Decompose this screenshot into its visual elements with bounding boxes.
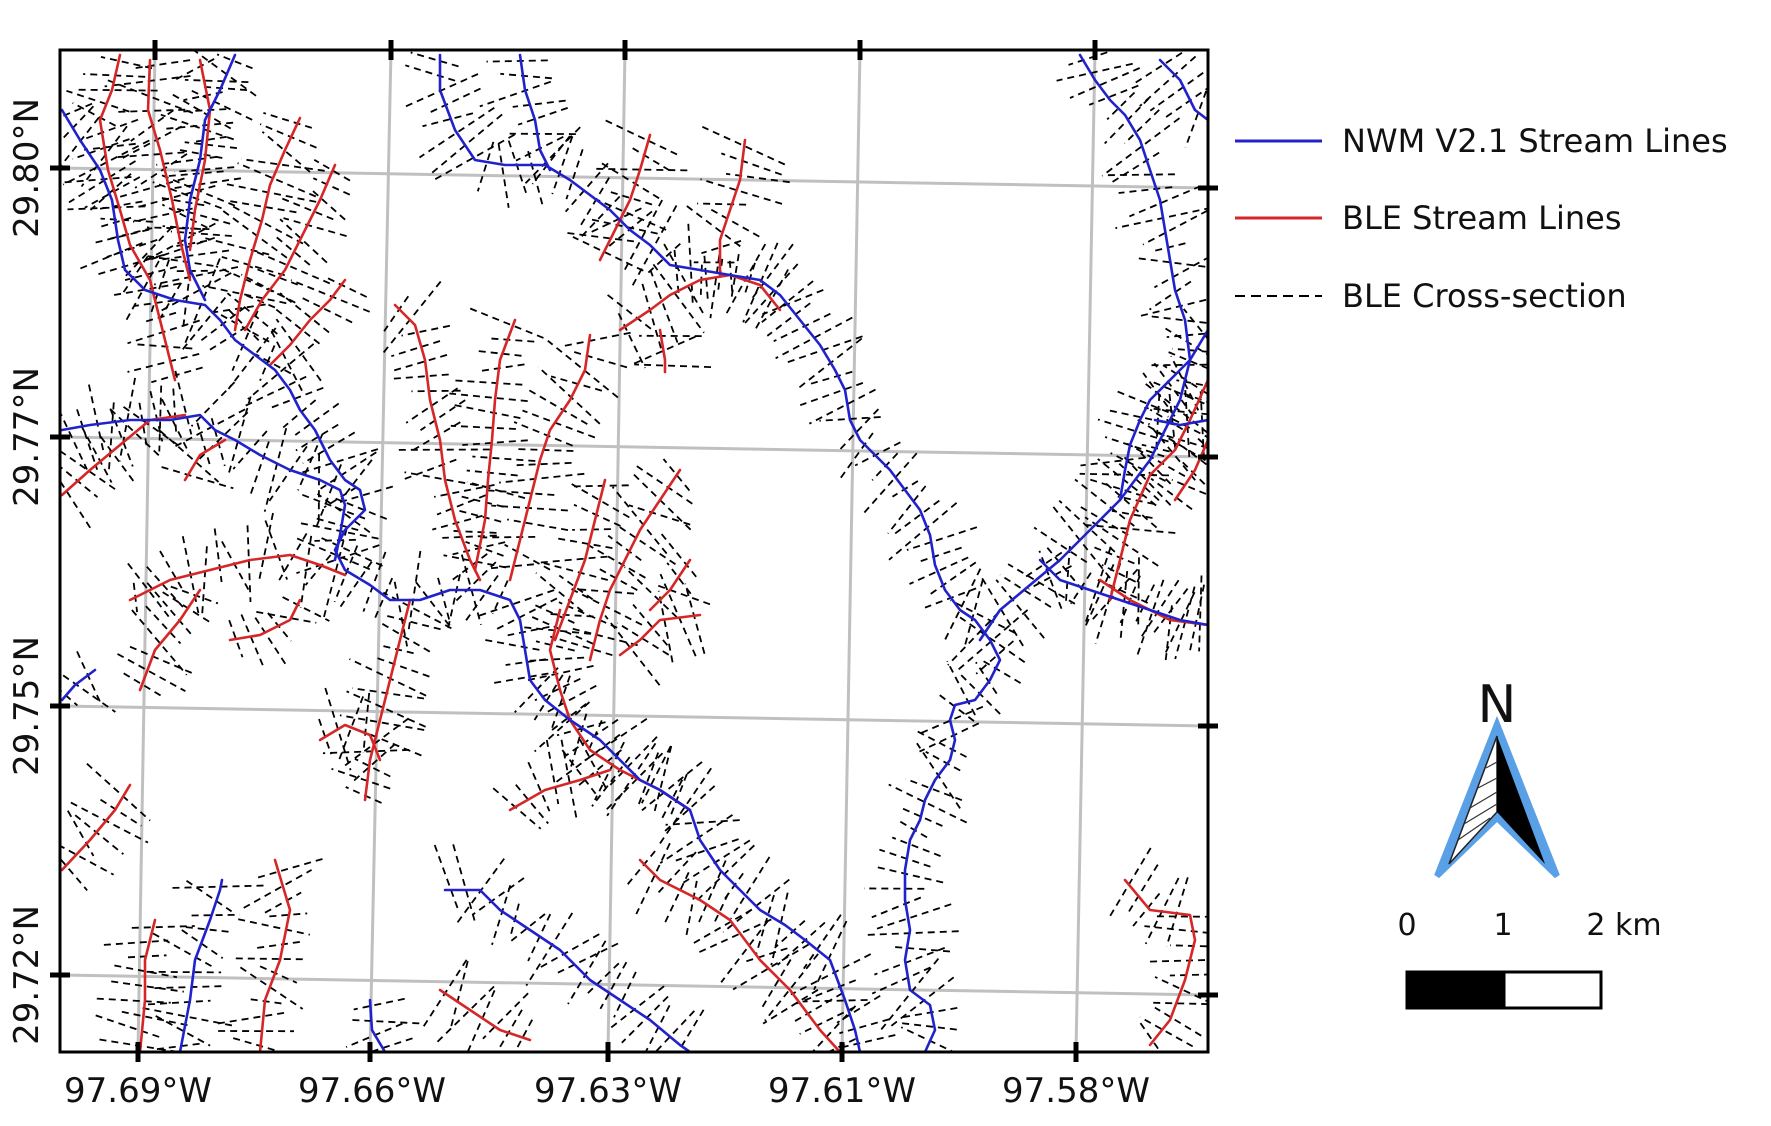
lat-tick-label: 29.80°N (7, 98, 47, 238)
lon-tick-label: 97.63°W (534, 1071, 682, 1111)
scale-label-1: 1 (1493, 908, 1512, 943)
lon-tick-label: 97.58°W (1002, 1071, 1150, 1111)
map-frame (60, 50, 1208, 1052)
lon-tick-label: 97.69°W (64, 1071, 212, 1111)
scale-bar-white-segment (1504, 972, 1601, 1008)
lon-tick-label: 97.66°W (298, 1071, 446, 1111)
legend-label-nwm: NWM V2.1 Stream Lines (1342, 122, 1728, 160)
north-arrow: N (1437, 675, 1557, 876)
scale-label-0: 0 (1397, 908, 1416, 943)
legend: NWM V2.1 Stream Lines BLE Stream Lines B… (1235, 122, 1728, 315)
lat-tick-label: 29.72°N (7, 905, 47, 1045)
lat-tick-label: 29.75°N (7, 636, 47, 776)
lat-tick-label: 29.77°N (7, 367, 47, 507)
scale-bar-black-segment (1407, 972, 1504, 1008)
legend-label-ble: BLE Stream Lines (1342, 199, 1621, 237)
lon-tick-label: 97.61°W (768, 1071, 916, 1111)
legend-label-xsec: BLE Cross-section (1342, 277, 1627, 315)
scale-bar: 0 1 2 km (1397, 908, 1661, 1008)
scale-label-2: 2 km (1586, 908, 1661, 943)
